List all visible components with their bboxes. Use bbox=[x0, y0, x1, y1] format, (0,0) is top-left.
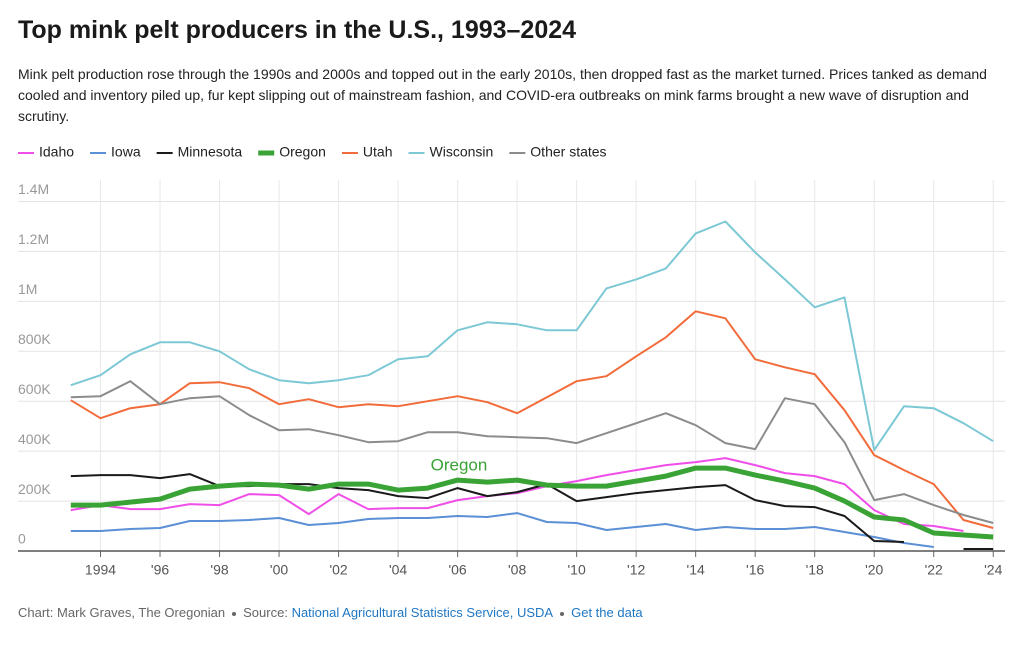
separator bbox=[560, 611, 565, 616]
y-tick-label: 200K bbox=[18, 481, 51, 497]
x-tick-label: '22 bbox=[925, 562, 943, 578]
legend-label: Oregon bbox=[279, 144, 326, 160]
x-tick-label: '14 bbox=[687, 562, 705, 578]
y-tick-label: 600K bbox=[18, 381, 51, 397]
y-tick-label: 1.4M bbox=[18, 181, 49, 197]
legend-label: Iowa bbox=[111, 144, 141, 160]
legend-label: Other states bbox=[530, 144, 606, 160]
y-tick-label: 0 bbox=[18, 531, 26, 547]
x-tick-label: '16 bbox=[746, 562, 764, 578]
legend-label: Minnesota bbox=[178, 144, 243, 160]
footer: Chart: Mark Graves, The Oregonian Source:… bbox=[18, 605, 643, 620]
y-tick-label: 400K bbox=[18, 431, 51, 447]
series-line bbox=[70, 310, 994, 529]
x-tick-label: '02 bbox=[329, 562, 347, 578]
annotation: Oregon bbox=[431, 455, 488, 474]
series-line bbox=[70, 380, 994, 524]
x-tick-label: '98 bbox=[210, 562, 228, 578]
chart-subtitle: Mink pelt production rose through the 19… bbox=[18, 66, 987, 124]
x-tick-label: '06 bbox=[448, 562, 466, 578]
source-label: Source: bbox=[243, 605, 288, 620]
x-tick-label: '24 bbox=[984, 562, 1002, 578]
series-line bbox=[70, 512, 934, 548]
x-tick-label: '18 bbox=[806, 562, 824, 578]
source-link[interactable]: National Agricultural Statistics Service… bbox=[291, 605, 554, 620]
y-tick-label: 1.2M bbox=[18, 231, 49, 247]
x-tick-label: '20 bbox=[865, 562, 883, 578]
legend-label: Idaho bbox=[39, 144, 74, 160]
y-tick-label: 1M bbox=[18, 281, 37, 297]
legend-label: Utah bbox=[363, 144, 393, 160]
separator bbox=[232, 611, 237, 616]
series-line bbox=[70, 465, 994, 540]
y-tick-label: 800K bbox=[18, 331, 51, 347]
legend-label: Wisconsin bbox=[430, 144, 494, 160]
x-tick-label: '96 bbox=[151, 562, 169, 578]
x-tick-label: '00 bbox=[270, 562, 288, 578]
x-tick-label: 1994 bbox=[85, 562, 116, 578]
x-tick-label: '04 bbox=[389, 562, 407, 578]
x-tick-label: '12 bbox=[627, 562, 645, 578]
x-tick-label: '10 bbox=[568, 562, 586, 578]
data-link[interactable]: Get the data bbox=[571, 605, 643, 620]
credit: Chart: Mark Graves, The Oregonian bbox=[18, 605, 226, 620]
x-tick-label: '08 bbox=[508, 562, 526, 578]
chart-title: Top mink pelt producers in the U.S., 199… bbox=[18, 16, 577, 44]
series-line bbox=[70, 220, 994, 452]
series-line bbox=[70, 473, 994, 550]
